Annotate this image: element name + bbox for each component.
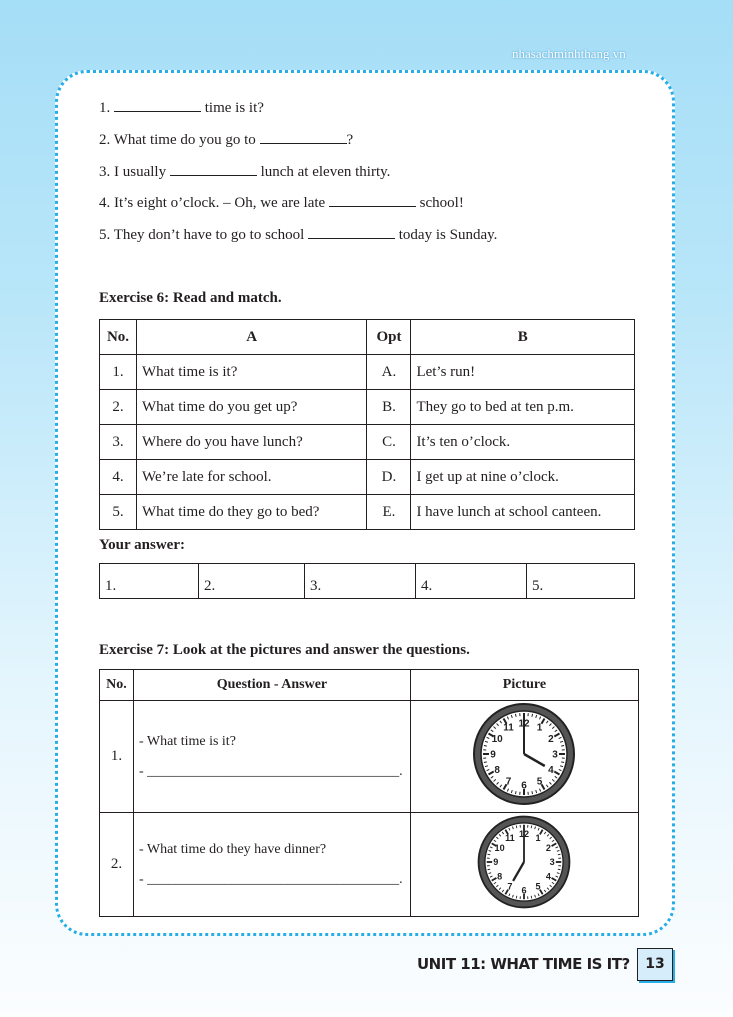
option: E. bbox=[366, 494, 412, 530]
column-a: What time is it? bbox=[135, 354, 368, 390]
svg-text:9: 9 bbox=[491, 750, 497, 761]
question: - What time do they have dinner? bbox=[138, 841, 327, 857]
header-b: B bbox=[410, 319, 635, 355]
table-header: No. A Opt B bbox=[99, 319, 635, 355]
table-row: 2. - What time do they have dinner? - ___… bbox=[99, 812, 640, 917]
svg-text:5: 5 bbox=[537, 776, 543, 787]
row-number: 2. bbox=[99, 389, 137, 425]
column-a: We’re late for school. bbox=[135, 459, 368, 495]
option: A. bbox=[366, 354, 412, 390]
column-a: What time do they go to bed? bbox=[135, 494, 368, 530]
answer-line[interactable]: - ____________________________________. bbox=[138, 763, 403, 779]
sentence-4: 4. It’s eight o’clock. – Oh, we are late… bbox=[99, 195, 464, 211]
your-answer-label: Your answer: bbox=[99, 537, 185, 553]
row-number: 1. bbox=[99, 354, 137, 390]
svg-text:1: 1 bbox=[536, 833, 541, 843]
sentence-5: 5. They don’t have to go to school today… bbox=[99, 227, 498, 243]
svg-text:4: 4 bbox=[546, 871, 551, 881]
header-a: A bbox=[135, 319, 368, 355]
picture-table: No. Question - Answer Picture 1. - What ti… bbox=[99, 669, 640, 917]
svg-text:8: 8 bbox=[495, 765, 501, 776]
sentence-1: 1. time is it? bbox=[99, 100, 264, 116]
column-b: Let’s run! bbox=[410, 354, 635, 390]
column-a: What time do you get up? bbox=[135, 389, 368, 425]
answer-line[interactable]: - ____________________________________. bbox=[138, 871, 403, 887]
column-b: I get up at nine o’clock. bbox=[410, 459, 635, 495]
svg-text:5: 5 bbox=[536, 882, 541, 892]
svg-text:4: 4 bbox=[549, 765, 555, 776]
hour-hand bbox=[512, 861, 526, 882]
svg-text:6: 6 bbox=[522, 781, 528, 792]
svg-text:2: 2 bbox=[549, 734, 555, 745]
table-row: 4. We’re late for school. D. I get up at ni… bbox=[99, 459, 635, 495]
question: - What time is it? bbox=[138, 733, 236, 749]
table-row: 1. - What time is it? - _________________… bbox=[99, 700, 640, 813]
page-number: 13 bbox=[637, 948, 673, 981]
column-a: Where do you have lunch? bbox=[135, 424, 368, 460]
sentence-2: 2. What time do you go to ? bbox=[99, 132, 354, 148]
header-question: Question - Answer bbox=[132, 669, 411, 701]
clock-icon: 123456789101112 bbox=[473, 703, 576, 805]
answer-cell[interactable]: 3. bbox=[304, 563, 416, 599]
column-b: They go to bed at ten p.m. bbox=[410, 389, 635, 425]
row-number: 5. bbox=[99, 494, 137, 530]
row-number: 4. bbox=[99, 459, 137, 495]
watermark-site: nhasachminhthang.vn bbox=[512, 46, 626, 61]
header-no: No. bbox=[99, 669, 134, 701]
exercise-7-title: Exercise 7: Look at the pictures and ans… bbox=[99, 642, 470, 658]
header-picture: Picture bbox=[409, 669, 640, 701]
header-no: No. bbox=[99, 319, 137, 355]
option: B. bbox=[366, 389, 412, 425]
option: D. bbox=[366, 459, 412, 495]
svg-text:1: 1 bbox=[537, 723, 543, 734]
svg-text:11: 11 bbox=[504, 723, 515, 734]
hour-hand bbox=[523, 752, 546, 768]
answer-cell[interactable]: 5. bbox=[526, 563, 635, 599]
table-row: 2. What time do you get up? B. They go to b… bbox=[99, 389, 635, 425]
svg-text:8: 8 bbox=[498, 871, 503, 881]
svg-text:7: 7 bbox=[508, 882, 513, 892]
svg-text:10: 10 bbox=[492, 734, 504, 745]
option: C. bbox=[366, 424, 412, 460]
svg-text:11: 11 bbox=[506, 833, 516, 843]
answer-cell[interactable]: 4. bbox=[415, 563, 527, 599]
row-number: 3. bbox=[99, 424, 137, 460]
answer-cell[interactable]: 2. bbox=[198, 563, 305, 599]
svg-text:3: 3 bbox=[553, 750, 559, 761]
answer-table: 1. 2. 3. 4. 5. bbox=[99, 563, 635, 599]
table-row: 3. Where do you have lunch? C. It’s ten o’c… bbox=[99, 424, 635, 460]
match-table: No. A Opt B 1. What time is it? A. Let’s ru… bbox=[99, 319, 635, 530]
svg-text:6: 6 bbox=[522, 885, 527, 895]
clock-icon: 123456789101112 bbox=[478, 815, 571, 909]
header-opt: Opt bbox=[366, 319, 412, 355]
svg-text:7: 7 bbox=[506, 776, 512, 787]
svg-text:3: 3 bbox=[550, 857, 555, 867]
answer-cell[interactable]: 1. bbox=[99, 563, 199, 599]
column-b: It’s ten o’clock. bbox=[410, 424, 635, 460]
column-b: I have lunch at school canteen. bbox=[410, 494, 635, 530]
svg-text:9: 9 bbox=[494, 857, 499, 867]
table-row: 1. What time is it? A. Let’s run! bbox=[99, 354, 635, 390]
sentence-3: 3. I usually lunch at eleven thirty. bbox=[99, 164, 391, 180]
table-row: 5. What time do they go to bed? E. I have l… bbox=[99, 494, 635, 530]
exercise-6-title: Exercise 6: Read and match. bbox=[99, 290, 282, 306]
unit-title: UNIT 11: WHAT TIME IS IT? bbox=[417, 955, 630, 973]
svg-text:10: 10 bbox=[495, 843, 505, 853]
svg-text:2: 2 bbox=[546, 843, 551, 853]
